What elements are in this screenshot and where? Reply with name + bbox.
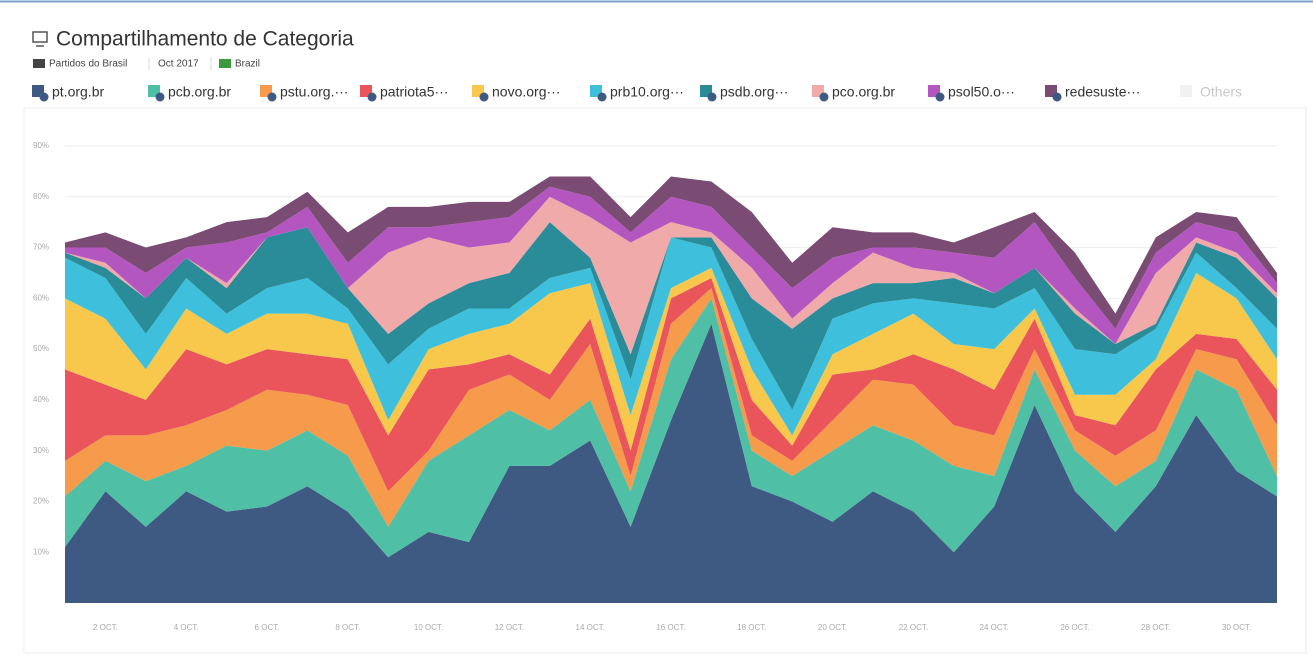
y-tick-label: 30%	[33, 446, 49, 455]
title-icon	[32, 31, 48, 47]
area	[65, 323, 1277, 603]
y-tick-label: 60%	[33, 293, 49, 302]
y-tick-label: 80%	[33, 192, 49, 201]
legend-dot	[1052, 92, 1062, 102]
legend-label[interactable]: Others	[1200, 84, 1242, 100]
legend-label[interactable]: patriota5···	[380, 84, 448, 100]
area	[65, 278, 1277, 492]
legend-label[interactable]: pstu.org.···	[280, 84, 348, 100]
y-tick-label: 10%	[33, 547, 49, 556]
y-tick-label: 20%	[33, 497, 49, 506]
legend-dot	[155, 92, 165, 102]
area	[65, 298, 1277, 558]
legend-dot	[267, 92, 277, 102]
chart-card	[23, 107, 1307, 654]
x-tick-label: 28 OCT.	[1141, 623, 1170, 632]
area	[65, 196, 1277, 355]
x-tick-label: 20 OCT.	[818, 623, 847, 632]
legend-label[interactable]: pcb.org.br	[168, 84, 231, 100]
x-tick-label: 16 OCT.	[656, 623, 685, 632]
legend-dot	[479, 92, 489, 102]
x-tick-label: 10 OCT.	[414, 623, 443, 632]
legend-dot	[39, 92, 49, 102]
legend-label[interactable]: prb10.org···	[610, 84, 684, 100]
y-tick-label: 40%	[33, 395, 49, 404]
filter[interactable]: Partidos do Brasil	[49, 59, 127, 70]
legend-dot	[935, 92, 945, 102]
y-tick-label: 50%	[33, 344, 49, 353]
x-tick-label: 4 OCT.	[174, 623, 199, 632]
x-tick-label: 6 OCT.	[255, 623, 280, 632]
x-tick-label: 12 OCT.	[495, 623, 524, 632]
x-tick-label: 22 OCT.	[899, 623, 928, 632]
x-tick-label: 2 OCT.	[93, 623, 118, 632]
legend-label[interactable]: novo.org···	[492, 84, 560, 100]
legend-label[interactable]: psol50.o···	[948, 84, 1015, 100]
area	[65, 237, 1277, 436]
filter[interactable]: Oct 2017	[158, 59, 199, 70]
y-tick-label: 70%	[33, 243, 49, 252]
x-tick-label: 24 OCT.	[980, 623, 1009, 632]
x-tick-label: 26 OCT.	[1060, 623, 1089, 632]
legend-label[interactable]: pt.org.br	[52, 84, 104, 100]
x-tick-label: 8 OCT.	[335, 623, 360, 632]
flag-icon	[219, 59, 231, 68]
legend-label[interactable]: psdb.org···	[720, 84, 788, 100]
x-tick-label: 30 OCT.	[1222, 623, 1251, 632]
y-tick-label: 90%	[33, 141, 49, 150]
legend-label[interactable]: redesuste···	[1065, 84, 1140, 100]
x-tick-label: 14 OCT.	[576, 623, 605, 632]
legend-dot	[819, 92, 829, 102]
legend-dot	[367, 92, 377, 102]
filter-icon	[33, 59, 45, 68]
area	[65, 186, 1277, 345]
filter[interactable]: Brazil	[235, 59, 260, 70]
legend-dot	[707, 92, 717, 102]
chart-title: Compartilhamento de Categoria	[56, 28, 354, 51]
legend-dot	[597, 92, 607, 102]
x-tick-label: 18 OCT.	[737, 623, 766, 632]
area	[65, 288, 1277, 527]
legend-swatch	[1180, 85, 1192, 97]
legend-label[interactable]: pco.org.br	[832, 84, 895, 100]
